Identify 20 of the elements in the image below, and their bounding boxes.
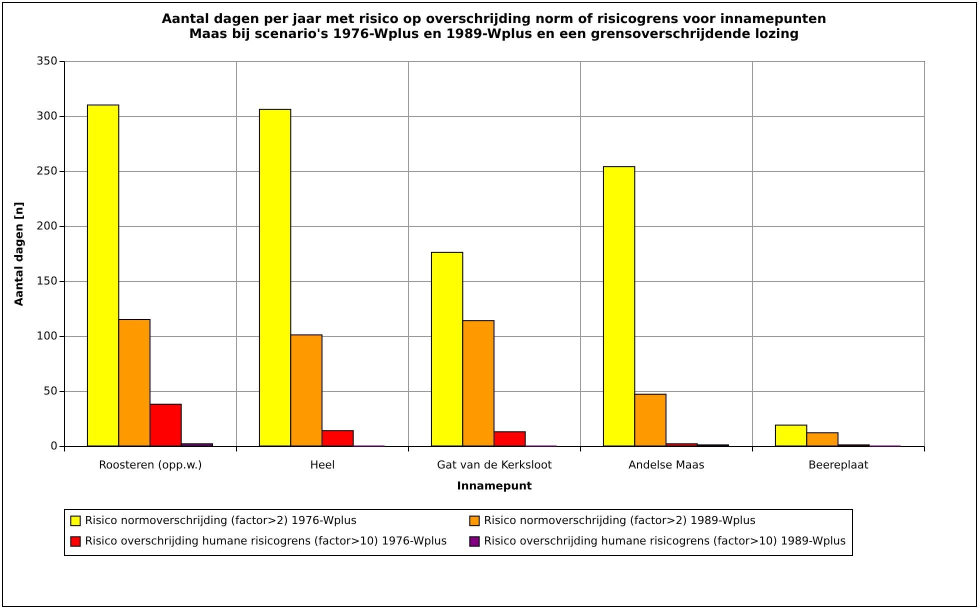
legend-label: Risico overschrijding humane risicogrens (factor>10) 1989-Wplus: [484, 534, 846, 548]
x-axis-title: Innamepunt: [457, 480, 532, 492]
x-tick-label: Heel: [310, 458, 335, 472]
x-tick-label: Gat van de Kerksloot: [437, 458, 553, 472]
legend-label: Risico normoverschrijding (factor>2) 1989-Wplus: [484, 514, 756, 527]
y-tick-label: 350: [36, 54, 58, 68]
y-axis-title: Aantal dagen [n]: [12, 202, 26, 306]
y-tick-label: 0: [50, 440, 58, 452]
y-tick-label: 250: [36, 164, 58, 178]
y-tick-label: 150: [36, 274, 58, 288]
y-tick-label: 100: [36, 330, 58, 342]
y-tick-label: 50: [44, 384, 58, 398]
legend-label: Risico normoverschrijding (factor>2) 1976-Wplus: [85, 514, 357, 527]
x-tick-label: Beereplaat: [808, 458, 870, 472]
chart-title: Aantal dagen per jaar met risico op overschrijding norm of risicogrens voor innamepunten Maas bij scenario's 1976-Wplus en 1989-Wplus en een grensoverschrijdende lozing: [162, 12, 826, 42]
y-tick-label: 200: [36, 220, 58, 232]
y-tick-label: 300: [36, 110, 58, 122]
x-tick-label: Andelse Maas: [628, 458, 705, 472]
legend-label: Risico overschrijding humane risicogrens (factor>10) 1976-Wplus: [85, 534, 448, 548]
x-tick-label: Roosteren (opp.w.): [98, 458, 202, 472]
